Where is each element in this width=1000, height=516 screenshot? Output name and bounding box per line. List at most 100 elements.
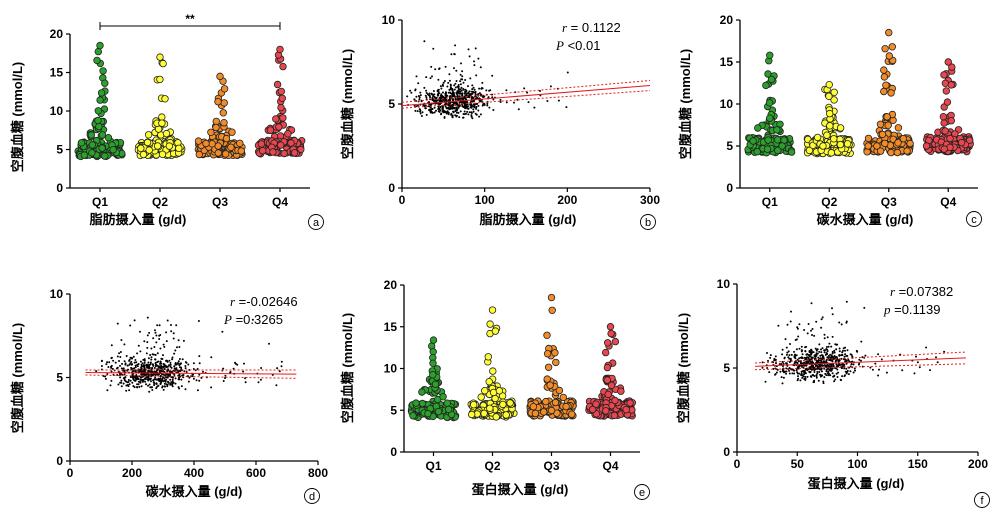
scatter-point bbox=[159, 375, 162, 378]
scatter-point bbox=[796, 371, 799, 374]
swarm-point bbox=[144, 131, 153, 139]
scatter-point bbox=[133, 367, 136, 370]
scatter-point bbox=[139, 376, 142, 379]
panel-letter: c bbox=[971, 214, 977, 226]
scatter-point bbox=[843, 367, 846, 370]
scatter-point bbox=[430, 108, 433, 111]
scatter-point bbox=[823, 376, 826, 379]
scatter-point bbox=[410, 91, 413, 94]
scatter-point bbox=[442, 98, 445, 101]
swarm-point bbox=[412, 399, 420, 407]
swarm-point bbox=[266, 126, 275, 134]
scatter-point bbox=[460, 89, 463, 92]
scatter-point bbox=[101, 359, 103, 362]
swarm-Q3 bbox=[863, 28, 914, 157]
swarm-point bbox=[773, 136, 782, 144]
swarm-point bbox=[562, 402, 570, 411]
scatter-point bbox=[441, 83, 444, 86]
scatter-point bbox=[161, 386, 164, 389]
scatter-point bbox=[453, 107, 456, 110]
scatter-point bbox=[845, 362, 848, 365]
scatter-point bbox=[459, 83, 462, 86]
scatter-point bbox=[137, 378, 140, 380]
scatter-point bbox=[829, 374, 832, 377]
swarm-point bbox=[885, 52, 893, 60]
swarm-point bbox=[555, 386, 564, 395]
scatter-point bbox=[801, 370, 804, 373]
scatter-point bbox=[471, 92, 474, 95]
scatter-point bbox=[842, 349, 844, 352]
swarm-point bbox=[220, 85, 229, 93]
panel-letter-circle bbox=[640, 214, 656, 230]
scatter-point bbox=[414, 89, 417, 92]
scatter-point bbox=[435, 109, 437, 112]
scatter-point bbox=[463, 96, 466, 99]
scatter-point bbox=[413, 104, 416, 107]
swarm-point bbox=[161, 95, 169, 103]
scatter-point bbox=[133, 386, 136, 389]
swarm-point bbox=[99, 67, 107, 75]
scatter-point bbox=[803, 378, 806, 380]
panel-letter-circle bbox=[634, 484, 650, 500]
scatter-point bbox=[482, 95, 485, 98]
panel-letter-circle bbox=[304, 488, 320, 504]
scatter-point bbox=[469, 103, 472, 106]
scatter-point bbox=[441, 110, 444, 113]
scatter-point bbox=[136, 352, 139, 355]
scatter-point bbox=[169, 383, 172, 386]
scatter-point bbox=[834, 360, 837, 363]
scatter-point bbox=[450, 53, 453, 56]
scatter-point bbox=[833, 351, 836, 354]
scatter-point bbox=[119, 376, 122, 379]
scatter-point bbox=[845, 355, 848, 357]
scatter-point bbox=[159, 382, 162, 385]
swarm-point bbox=[836, 124, 845, 132]
scatter-point bbox=[104, 377, 107, 380]
scatter-point bbox=[172, 337, 175, 340]
scatter-point bbox=[769, 354, 772, 357]
scatter-point bbox=[149, 354, 152, 356]
scatter-point bbox=[110, 357, 113, 360]
scatter-point bbox=[799, 356, 802, 359]
regression-line bbox=[85, 371, 297, 375]
scatter-point bbox=[459, 110, 462, 113]
scatter-point bbox=[469, 106, 472, 109]
swarm-point bbox=[220, 118, 228, 127]
scatter-point bbox=[147, 365, 150, 368]
scatter-point bbox=[782, 376, 785, 379]
swarm-max-point bbox=[276, 45, 284, 54]
scatter-point bbox=[801, 353, 804, 356]
scatter-point bbox=[280, 360, 283, 363]
swarm-point bbox=[903, 147, 911, 155]
scatter-point bbox=[854, 369, 856, 372]
scatter-point bbox=[115, 367, 118, 370]
swarm-point bbox=[622, 406, 630, 414]
scatter-point bbox=[154, 376, 157, 379]
scatter-point bbox=[130, 360, 133, 363]
swarm-point bbox=[774, 146, 782, 155]
scatter-point bbox=[810, 375, 813, 378]
scatter-point bbox=[143, 340, 146, 343]
x-category-label: Q1 bbox=[92, 195, 108, 209]
scatter-point bbox=[158, 324, 161, 327]
scatter-point bbox=[123, 378, 126, 381]
swarm-point bbox=[156, 75, 164, 84]
swarm-point bbox=[424, 409, 432, 418]
scatter-point bbox=[185, 371, 188, 373]
scatter-point bbox=[448, 73, 451, 76]
scatter-point bbox=[151, 367, 154, 370]
swarm-point bbox=[888, 43, 896, 51]
scatter-point bbox=[142, 373, 145, 376]
scatter-point bbox=[473, 64, 476, 67]
scatter-point bbox=[151, 374, 154, 377]
x-axis-label: 脂肪摄入量 (g/d) bbox=[479, 212, 577, 227]
swarm-point bbox=[766, 114, 774, 122]
y-tick-label: 20 bbox=[384, 278, 398, 292]
x-category-label: Q3 bbox=[212, 195, 228, 209]
scatter-point bbox=[475, 74, 478, 77]
scatter-point bbox=[167, 381, 170, 384]
scatter-point bbox=[468, 90, 471, 93]
scatter-point bbox=[192, 377, 195, 380]
scatter-point bbox=[120, 339, 123, 341]
